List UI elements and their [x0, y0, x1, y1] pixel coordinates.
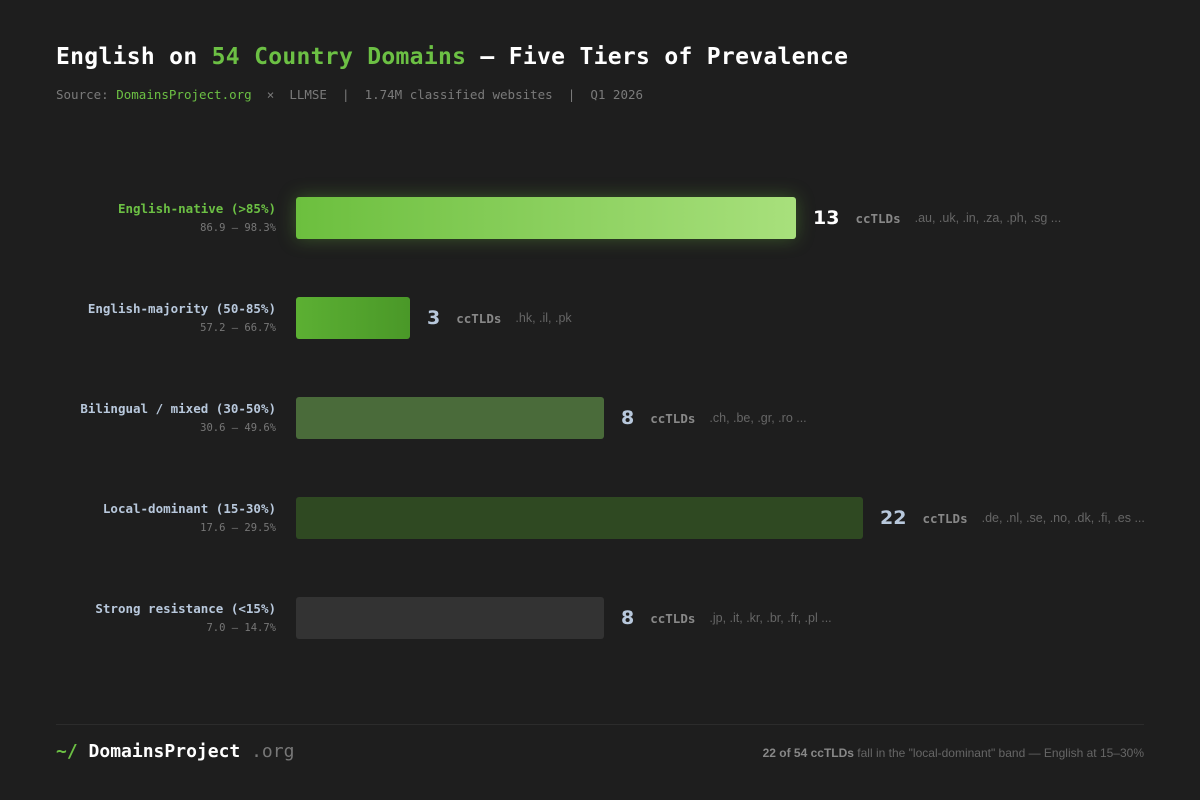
tier-count: 22	[880, 507, 907, 529]
tier-label: Bilingual / mixed (30-50%)	[80, 401, 276, 416]
tier-label: Local-dominant (15-30%)	[102, 501, 276, 516]
tier-count: 3	[427, 307, 441, 329]
tier-unit: ccTLDs	[456, 310, 502, 326]
tier-meta: 8 ccTLDs .jp, .it, .kr, .br, .fr, .pl ..…	[621, 597, 832, 639]
tier-unit: ccTLDs	[855, 210, 901, 226]
logo: ~/ DomainsProject .org	[56, 741, 295, 762]
tier-row: Local-dominant (15-30%) 17.6 – 29.5% 22 …	[0, 497, 1200, 539]
source-link[interactable]: DomainsProject.org	[116, 87, 252, 102]
tier-count: 8	[621, 607, 635, 629]
tier-count: 13	[813, 207, 840, 229]
divider	[56, 724, 1144, 725]
tier-row: Strong resistance (<15%) 7.0 – 14.7% 8 c…	[0, 597, 1200, 639]
tier-examples: .au, .uk, .in, .za, .ph, .sg ...	[914, 211, 1062, 225]
tier-bar	[296, 397, 604, 439]
tier-row: English-majority (50-85%) 57.2 – 66.7% 3…	[0, 297, 1200, 339]
tier-label: English-native (>85%)	[117, 201, 276, 216]
tier-bar	[296, 197, 796, 239]
tier-unit: ccTLDs	[650, 610, 696, 626]
tier-row: English-native (>85%) 86.9 – 98.3% 13 cc…	[0, 197, 1200, 239]
tier-count: 8	[621, 407, 635, 429]
tier-bar	[296, 497, 863, 539]
tier-range: 57.2 – 66.7%	[200, 322, 276, 334]
tier-unit: ccTLDs	[650, 410, 696, 426]
tier-meta: 8 ccTLDs .ch, .be, .gr, .ro ...	[621, 397, 807, 439]
tier-meta: 3 ccTLDs .hk, .il, .pk	[427, 297, 572, 339]
tier-examples: .jp, .it, .kr, .br, .fr, .pl ...	[709, 611, 832, 625]
tier-range: 30.6 – 49.6%	[200, 422, 276, 434]
tier-bar	[296, 297, 410, 339]
tier-examples: .hk, .il, .pk	[515, 311, 572, 325]
tier-examples: .ch, .be, .gr, .ro ...	[709, 411, 807, 425]
chart-title: English on 54 Country Domains — Five Tie…	[56, 44, 849, 70]
tier-label: Strong resistance (<15%)	[95, 601, 276, 616]
tier-bar	[296, 597, 604, 639]
tier-range: 7.0 – 14.7%	[206, 622, 276, 634]
footer-note: 22 of 54 ccTLDs fall in the "local-domin…	[762, 746, 1144, 760]
tier-row: Bilingual / mixed (30-50%) 30.6 – 49.6% …	[0, 397, 1200, 439]
tier-meta: 13 ccTLDs .au, .uk, .in, .za, .ph, .sg .…	[813, 197, 1061, 239]
tier-examples: .de, .nl, .se, .no, .dk, .fi, .es ...	[981, 511, 1145, 525]
tier-meta: 22 ccTLDs .de, .nl, .se, .no, .dk, .fi, …	[880, 497, 1145, 539]
tier-unit: ccTLDs	[922, 510, 968, 526]
tier-label: English-majority (50-85%)	[87, 301, 276, 316]
subtitle: Source: DomainsProject.org × LLMSE | 1.7…	[56, 87, 644, 102]
tier-range: 17.6 – 29.5%	[200, 522, 276, 534]
tier-range: 86.9 – 98.3%	[200, 222, 276, 234]
